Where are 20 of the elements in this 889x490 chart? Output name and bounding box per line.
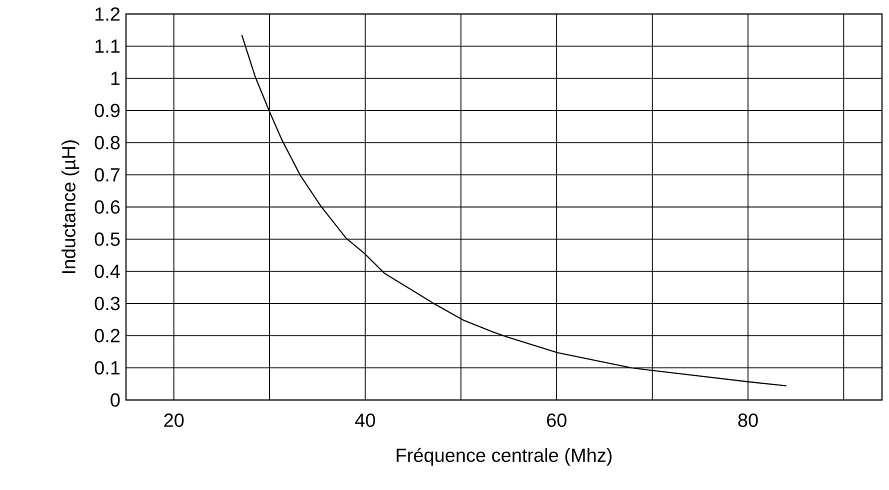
x-tick-label: 20 — [164, 414, 184, 427]
y-axis-title: Inductance (µH) — [61, 140, 80, 274]
y-tick-label: 0.3 — [94, 296, 120, 310]
x-tick-label: 40 — [355, 414, 376, 427]
y-tick-label: 0.1 — [94, 361, 120, 375]
y-tick-label: 0.8 — [94, 136, 120, 150]
y-tick-label: 0.6 — [94, 200, 120, 214]
y-tick-label: 1.1 — [96, 40, 120, 53]
y-tick-label: 0.7 — [94, 168, 120, 182]
x-tick-label: 80 — [738, 414, 758, 427]
x-axis-title: Fréquence centrale (Mhz) — [396, 448, 612, 466]
line-series — [241, 34, 787, 386]
y-tick-label: 0.2 — [94, 328, 120, 342]
y-tick-label: 0.9 — [94, 104, 120, 118]
x-tick-label: 60 — [547, 414, 566, 427]
y-tick-label: 1.2 — [96, 7, 120, 21]
y-tick-label: 0.4 — [94, 264, 120, 278]
y-tick-label: 0 — [110, 393, 120, 407]
y-tick-label: 0.5 — [94, 232, 120, 246]
y-tick-label: 1 — [111, 72, 120, 85]
